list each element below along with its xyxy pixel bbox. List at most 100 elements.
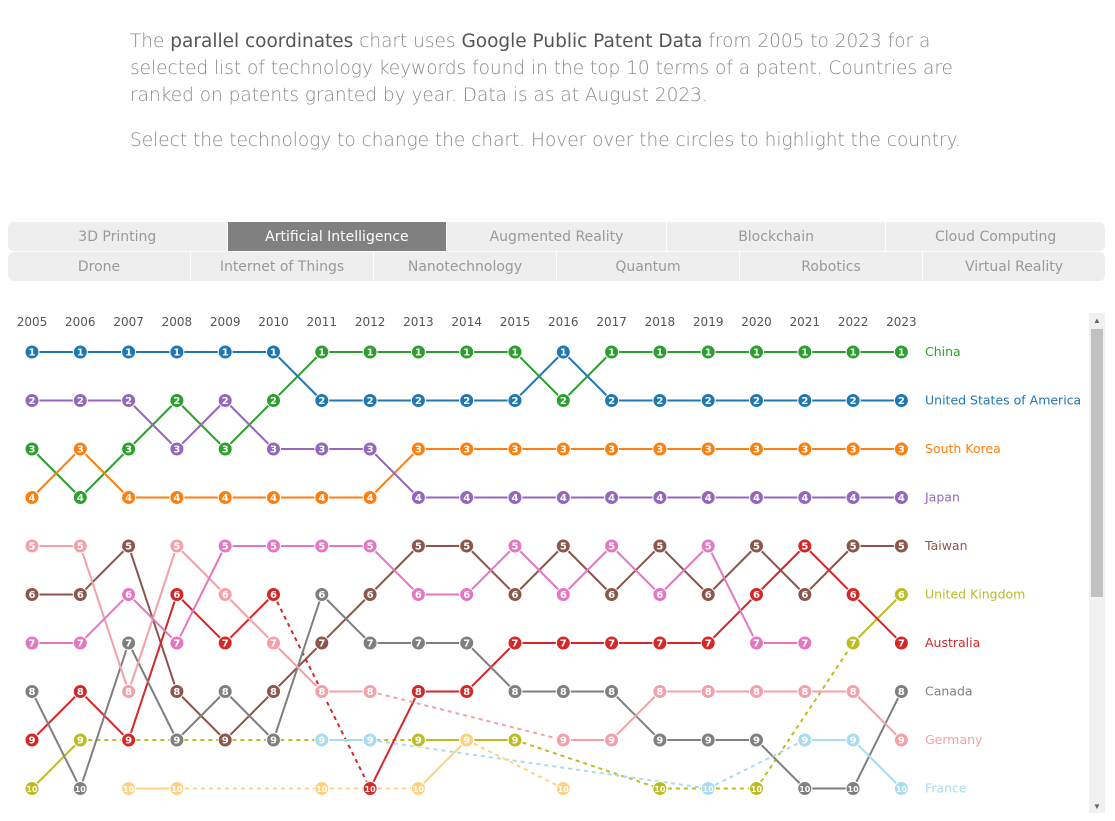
tab-artificial-intelligence[interactable]: Artificial Intelligence bbox=[227, 222, 448, 251]
rank-marker[interactable]: 2 bbox=[72, 393, 88, 408]
rank-circle[interactable] bbox=[410, 344, 426, 360]
rank-marker[interactable]: 10 bbox=[555, 781, 571, 796]
rank-marker[interactable]: 3 bbox=[893, 441, 909, 457]
rank-circle[interactable] bbox=[459, 732, 475, 748]
rank-marker[interactable]: 4 bbox=[893, 490, 909, 505]
rank-circle[interactable] bbox=[652, 587, 668, 602]
rank-circle[interactable] bbox=[604, 538, 620, 554]
rank-marker[interactable]: 7 bbox=[266, 635, 281, 651]
rank-circle[interactable] bbox=[604, 732, 620, 748]
rank-circle[interactable] bbox=[845, 684, 861, 699]
rank-circle[interactable] bbox=[893, 732, 909, 748]
rank-circle[interactable] bbox=[555, 344, 571, 360]
rank-circle[interactable] bbox=[410, 635, 426, 651]
rank-circle[interactable] bbox=[555, 732, 571, 748]
rank-marker[interactable]: 6 bbox=[24, 587, 40, 602]
rank-circle[interactable] bbox=[72, 684, 88, 699]
rank-circle[interactable] bbox=[507, 732, 523, 748]
rank-circle[interactable] bbox=[749, 393, 764, 408]
rank-marker[interactable]: 1 bbox=[314, 344, 330, 360]
rank-marker[interactable]: 5 bbox=[169, 538, 185, 554]
rank-circle[interactable] bbox=[266, 684, 281, 699]
rank-circle[interactable] bbox=[362, 441, 378, 457]
rank-circle[interactable] bbox=[652, 393, 668, 408]
rank-marker[interactable]: 4 bbox=[121, 490, 137, 505]
rank-marker[interactable]: 6 bbox=[266, 587, 281, 602]
rank-marker[interactable]: 10 bbox=[749, 781, 764, 796]
rank-marker[interactable]: 1 bbox=[459, 344, 475, 360]
rank-marker[interactable]: 9 bbox=[507, 732, 523, 748]
rank-circle[interactable] bbox=[266, 393, 281, 408]
scroll-down-arrow-icon[interactable]: ▼ bbox=[1093, 801, 1101, 811]
country-label[interactable]: France bbox=[925, 781, 967, 796]
rank-circle[interactable] bbox=[749, 441, 764, 457]
rank-circle[interactable] bbox=[507, 344, 523, 360]
rank-marker[interactable]: 7 bbox=[700, 635, 716, 651]
rank-circle[interactable] bbox=[121, 393, 137, 408]
rank-marker[interactable]: 6 bbox=[700, 587, 716, 602]
rank-marker[interactable]: 3 bbox=[845, 441, 861, 457]
rank-circle[interactable] bbox=[314, 781, 330, 796]
rank-marker[interactable]: 2 bbox=[169, 393, 185, 408]
rank-marker[interactable]: 2 bbox=[459, 393, 475, 408]
rank-circle[interactable] bbox=[169, 587, 185, 602]
rank-circle[interactable] bbox=[266, 490, 281, 505]
rank-marker[interactable]: 7 bbox=[362, 635, 378, 651]
rank-marker[interactable]: 9 bbox=[749, 732, 764, 748]
rank-circle[interactable] bbox=[72, 393, 88, 408]
rank-circle[interactable] bbox=[555, 781, 571, 796]
rank-marker[interactable]: 6 bbox=[410, 587, 426, 602]
rank-marker[interactable]: 1 bbox=[845, 344, 861, 360]
rank-circle[interactable] bbox=[700, 393, 716, 408]
rank-marker[interactable]: 3 bbox=[266, 441, 281, 457]
rank-marker[interactable]: 10 bbox=[700, 781, 716, 796]
rank-circle[interactable] bbox=[459, 441, 475, 457]
rank-circle[interactable] bbox=[555, 393, 571, 408]
rank-circle[interactable] bbox=[266, 587, 281, 602]
tab-virtual-reality[interactable]: Virtual Reality bbox=[964, 258, 1064, 275]
rank-marker[interactable]: 6 bbox=[797, 587, 813, 602]
rank-circle[interactable] bbox=[507, 538, 523, 554]
tab-blockchain[interactable]: Blockchain bbox=[667, 222, 887, 251]
rank-circle[interactable] bbox=[700, 441, 716, 457]
rank-circle[interactable] bbox=[72, 441, 88, 457]
rank-marker[interactable]: 7 bbox=[121, 635, 137, 651]
rank-marker[interactable]: 9 bbox=[169, 732, 185, 748]
rank-circle[interactable] bbox=[72, 490, 88, 505]
rank-circle[interactable] bbox=[217, 587, 233, 602]
rank-circle[interactable] bbox=[410, 538, 426, 554]
rank-circle[interactable] bbox=[845, 393, 861, 408]
rank-marker[interactable]: 5 bbox=[700, 538, 716, 554]
rank-circle[interactable] bbox=[507, 393, 523, 408]
rank-marker[interactable]: 4 bbox=[555, 490, 571, 505]
rank-circle[interactable] bbox=[652, 490, 668, 505]
rank-marker[interactable]: 2 bbox=[314, 393, 330, 408]
rank-circle[interactable] bbox=[314, 441, 330, 457]
country-label[interactable]: United States of America bbox=[925, 393, 1081, 408]
rank-marker[interactable]: 7 bbox=[410, 635, 426, 651]
rank-circle[interactable] bbox=[507, 490, 523, 505]
rank-circle[interactable] bbox=[410, 393, 426, 408]
rank-circle[interactable] bbox=[72, 635, 88, 651]
rank-marker[interactable]: 10 bbox=[169, 781, 185, 796]
rank-marker[interactable]: 3 bbox=[604, 441, 620, 457]
rank-circle[interactable] bbox=[652, 344, 668, 360]
rank-marker[interactable]: 3 bbox=[749, 441, 764, 457]
rank-circle[interactable] bbox=[555, 441, 571, 457]
rank-circle[interactable] bbox=[24, 344, 40, 360]
tab-quantum[interactable]: Quantum bbox=[557, 252, 740, 281]
rank-marker[interactable]: 4 bbox=[410, 490, 426, 505]
rank-marker[interactable]: 6 bbox=[652, 587, 668, 602]
rank-circle[interactable] bbox=[652, 538, 668, 554]
rank-circle[interactable] bbox=[314, 490, 330, 505]
rank-circle[interactable] bbox=[459, 344, 475, 360]
rank-circle[interactable] bbox=[797, 635, 813, 651]
rank-circle[interactable] bbox=[24, 635, 40, 651]
rank-marker[interactable]: 2 bbox=[893, 393, 909, 408]
rank-marker[interactable]: 4 bbox=[24, 490, 40, 505]
rank-circle[interactable] bbox=[410, 490, 426, 505]
rank-marker[interactable]: 1 bbox=[24, 344, 40, 360]
rank-circle[interactable] bbox=[217, 344, 233, 360]
rank-circle[interactable] bbox=[845, 441, 861, 457]
rank-circle[interactable] bbox=[700, 635, 716, 651]
